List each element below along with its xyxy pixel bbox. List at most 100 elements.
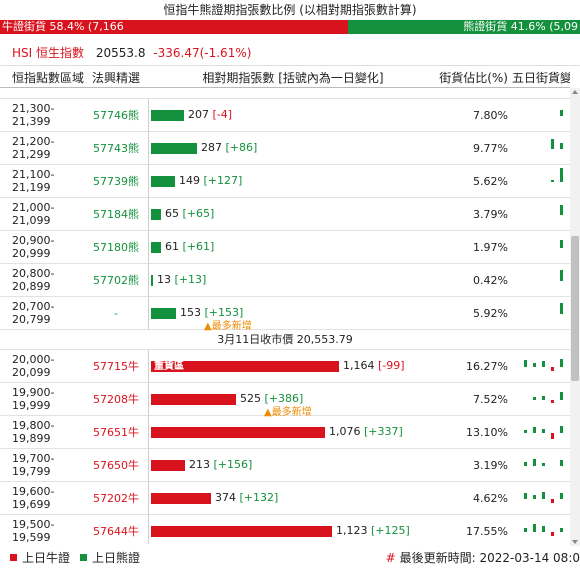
- page-title: 恒指牛熊證期指張數比例 (以相對期指張數計算): [163, 3, 417, 17]
- sparkline-bar: [560, 425, 563, 433]
- table-row[interactable]: 19,900- 19,999 57208牛 525 [+386] ▲最多新增 7.52%: [0, 382, 570, 418]
- scroll-down-arrow-icon[interactable]: [572, 540, 578, 544]
- share-cell: 9.77%: [473, 141, 508, 155]
- table-row[interactable]: 20,000- 20,099 57715牛 重貨區 1,164 [-99] 16.27%: [0, 349, 570, 383]
- range-end: 20,799: [12, 313, 51, 326]
- contract-cell: 61 [+61]: [148, 230, 438, 264]
- table-row[interactable]: 20,800- 20,899 57702熊 13 [+13] 0.42%: [0, 263, 570, 297]
- sparkline-bar: [542, 360, 545, 367]
- index-name[interactable]: HSI 恒生指數: [12, 46, 84, 60]
- five-day-sparkline: [512, 350, 570, 383]
- sparkline-bar: [551, 498, 554, 503]
- sparkline-bar: [560, 302, 563, 314]
- range-cell: 19,800- 19,899: [0, 419, 84, 445]
- contract-count-value: 207: [188, 107, 209, 121]
- sparkline-bar: [533, 523, 536, 532]
- table-row[interactable]: 21,000- 21,099 57184熊 65 [+65] 3.79%: [0, 197, 570, 231]
- warrant-code-link[interactable]: 57184熊: [93, 208, 139, 221]
- sparkline-bar: [551, 432, 554, 439]
- range-end: 20,999: [12, 247, 51, 260]
- range-end: 21,199: [12, 181, 51, 194]
- table-row[interactable]: 21,100- 21,199 57739熊 149 [+127] 5.62%: [0, 164, 570, 198]
- table-row[interactable]: 21,300- 21,399 57746熊 207 [-4] 7.80%: [0, 98, 570, 132]
- sparkline-bar: [524, 527, 527, 532]
- warrant-code-link[interactable]: 57208牛: [93, 393, 139, 406]
- range-end: 19,699: [12, 498, 51, 511]
- range-start: 21,000-: [12, 201, 55, 214]
- table-row[interactable]: 20,900- 20,999 57180熊 61 [+61] 1.97%: [0, 230, 570, 264]
- contract-cell: 1,076 [+337]: [148, 415, 438, 449]
- table-row[interactable]: 19,600- 19,699 57202牛 374 [+132] 4.62%: [0, 481, 570, 515]
- table-row[interactable]: 19,500- 19,599 57644牛 1,123 [+125] 17.55%: [0, 514, 570, 544]
- warrant-code-link[interactable]: 57743熊: [93, 142, 139, 155]
- most-new-badge: ▲最多新增: [264, 406, 312, 418]
- warrant-code-link[interactable]: 57715牛: [93, 360, 139, 373]
- sparkline-bar: [560, 492, 563, 499]
- contract-change: [+386]: [264, 391, 304, 405]
- warrant-code-link[interactable]: 57650牛: [93, 459, 139, 472]
- sparkline-bar: [560, 167, 563, 182]
- sparkline-bar: [533, 396, 536, 400]
- index-change: -336.47(-1.61%): [153, 46, 252, 60]
- legend-bull: 上日牛證: [10, 549, 70, 566]
- warrant-code-link[interactable]: 57702熊: [93, 274, 139, 287]
- contract-count: 153 [+153]: [180, 306, 243, 320]
- contract-count: 213 [+156]: [189, 458, 252, 472]
- contract-count: 525 [+386]: [240, 392, 303, 406]
- sparkline-bar: [560, 109, 563, 116]
- warrant-code-link[interactable]: 57651牛: [93, 426, 139, 439]
- scroll-thumb[interactable]: [571, 236, 579, 381]
- range-end: 20,099: [12, 366, 51, 379]
- contract-count: 374 [+132]: [215, 491, 278, 505]
- table-row[interactable]: 20,700- 20,799 - 153 [+153] ▲最多新增 5.92%: [0, 296, 570, 332]
- range-end: 20,899: [12, 280, 51, 293]
- range-start: 19,500-: [12, 518, 55, 531]
- warrant-code-link[interactable]: 57644牛: [93, 525, 139, 538]
- close-price-row: 3月11日收市價 20,553.79: [0, 330, 570, 350]
- warrant-code-link[interactable]: 57202牛: [93, 492, 139, 505]
- range-start: 19,800-: [12, 419, 55, 432]
- warrant-code-link[interactable]: 57180熊: [93, 241, 139, 254]
- range-cell: 20,000- 20,099: [0, 353, 84, 379]
- contract-count: 13 [+13]: [157, 273, 206, 287]
- contract-change: [+337]: [364, 424, 403, 438]
- five-day-sparkline: [512, 231, 570, 264]
- range-cell: 21,499: [0, 89, 84, 90]
- five-day-sparkline: [512, 165, 570, 198]
- index-quote: HSI 恒生指數 20553.8 -336.47(-1.61%): [0, 40, 580, 66]
- hash-icon: #: [385, 550, 396, 565]
- legend-bear-label: 上日熊證: [92, 550, 141, 565]
- table-row[interactable]: 21,200- 21,299 57743熊 287 [+86] 9.77%: [0, 131, 570, 165]
- warrant-code-link[interactable]: 57739熊: [93, 175, 139, 188]
- share-cell: 5.92%: [473, 306, 508, 320]
- warrant-code-link[interactable]: 57746熊: [93, 109, 139, 122]
- sparkline-bar: [533, 362, 536, 367]
- contract-bar: [151, 393, 236, 405]
- table-scrollbar[interactable]: [570, 88, 580, 546]
- table-row-partial: 21,499: [0, 89, 570, 99]
- range-start: 21,100-: [12, 168, 55, 181]
- sparkline-bar: [524, 429, 527, 433]
- bull-bear-ratio-bar: 牛證街貨 58.4% (7,166 熊證街貨 41.6% (5,09: [0, 20, 580, 34]
- sparkline-bar: [560, 269, 563, 281]
- range-start: 19,700-: [12, 452, 55, 465]
- contract-change: [+125]: [371, 523, 410, 537]
- bull-swatch-icon: [10, 553, 17, 561]
- table-row[interactable]: 19,800- 19,899 57651牛 1,076 [+337] 13.10%: [0, 415, 570, 449]
- sparkline-bar: [560, 391, 563, 400]
- contract-bar: [151, 525, 332, 537]
- five-day-sparkline: [512, 264, 570, 297]
- contract-count: 287 [+86]: [201, 141, 257, 155]
- table-row[interactable]: 19,700- 19,799 57650牛 213 [+156] 3.19%: [0, 448, 570, 482]
- heavy-zone-tag: 重貨區: [154, 360, 184, 372]
- sparkline-bar: [533, 426, 536, 433]
- contract-change: [+127]: [203, 173, 243, 187]
- sparkline-bar: [542, 395, 545, 400]
- range-start: 19,600-: [12, 485, 55, 498]
- five-day-sparkline: [512, 449, 570, 482]
- scroll-up-arrow-icon[interactable]: [572, 90, 578, 94]
- range-cell: 21,300- 21,399: [0, 102, 84, 128]
- contract-count-value: 153: [180, 305, 201, 319]
- sparkline-bar: [560, 459, 563, 466]
